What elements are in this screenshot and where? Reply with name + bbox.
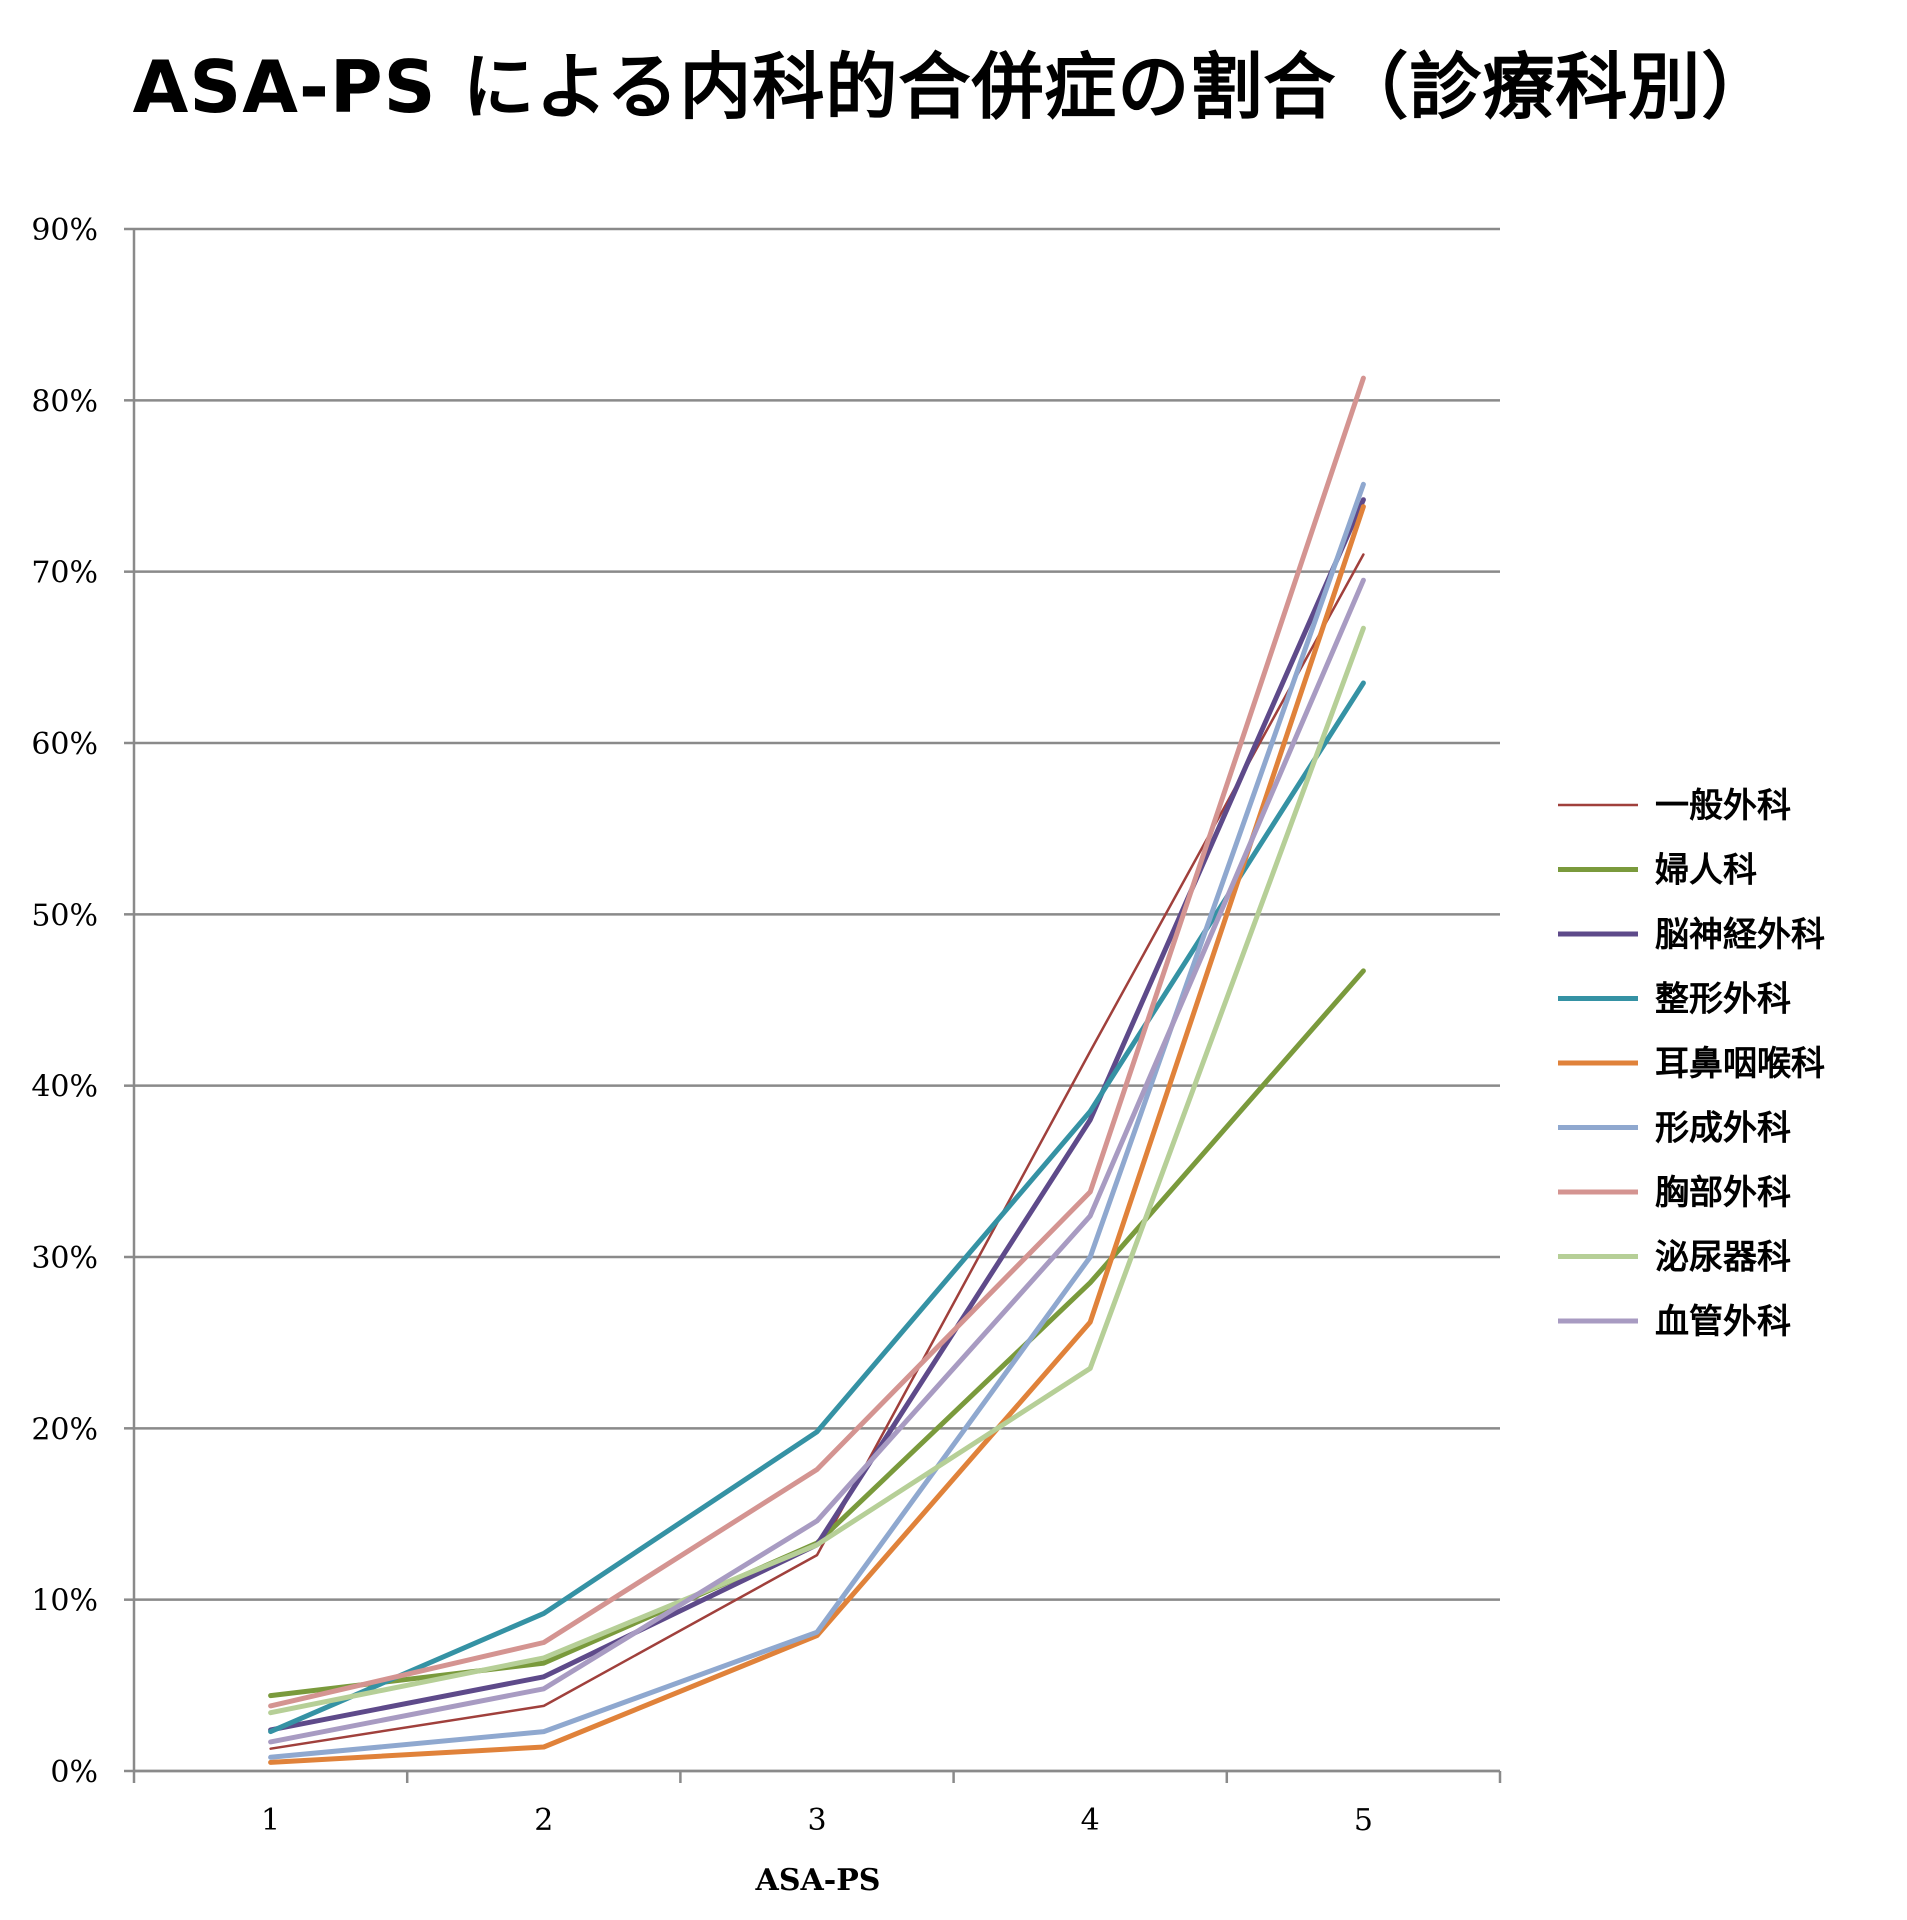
- legend-label: 血管外科: [1655, 1302, 1791, 1342]
- y-tick-label: 20%: [31, 1412, 98, 1447]
- y-tick-label: 60%: [31, 727, 98, 762]
- legend-label: 整形外科: [1655, 980, 1791, 1020]
- legend-label: 形成外科: [1655, 1109, 1791, 1149]
- y-tick-labels: 0% 10% 20% 30% 40% 50% 60% 70% 80% 90%: [31, 213, 98, 1790]
- series-line: [268, 625, 1366, 1716]
- series-line: [268, 680, 1366, 1735]
- x-tick-labels: 1 2 3 4 5: [261, 1803, 1373, 1838]
- x-axis-title: ASA-PS: [755, 1863, 881, 1898]
- series-line: [268, 504, 1366, 1765]
- legend-label: 婦人科: [1654, 851, 1757, 891]
- series-line: [268, 481, 1366, 1760]
- y-tick-label: 70%: [31, 556, 98, 591]
- legend-label: 耳鼻咽喉科: [1655, 1044, 1825, 1084]
- series-line: [269, 553, 1365, 1750]
- x-tick-label: 1: [261, 1803, 280, 1838]
- legend-label: 脳神経外科: [1655, 915, 1825, 955]
- y-tick-label: 40%: [31, 1070, 98, 1105]
- series-line: [268, 577, 1366, 1745]
- x-tick-label: 4: [1081, 1803, 1100, 1838]
- x-tick-label: 5: [1354, 1803, 1373, 1838]
- y-tick-label: 0%: [50, 1755, 98, 1790]
- axes: [124, 227, 1502, 1783]
- x-tick-label: 2: [534, 1803, 553, 1838]
- y-tick-label: 90%: [31, 213, 98, 248]
- x-tick-label: 3: [807, 1803, 826, 1838]
- legend-label: 一般外科: [1655, 786, 1791, 826]
- series-line: [268, 375, 1366, 1709]
- series-line: [268, 968, 1366, 1699]
- chart-title: ASA-PS による内科的合併症の割合（診療科別）: [132, 45, 1775, 129]
- series-lines: [268, 375, 1366, 1765]
- y-tick-label: 30%: [31, 1241, 98, 1276]
- y-tick-label: 80%: [31, 384, 98, 419]
- legend-label: 胸部外科: [1655, 1173, 1791, 1213]
- legend-label: 泌尿器科: [1655, 1238, 1791, 1278]
- y-tick-label: 10%: [31, 1584, 98, 1619]
- y-tick-label: 50%: [31, 898, 98, 933]
